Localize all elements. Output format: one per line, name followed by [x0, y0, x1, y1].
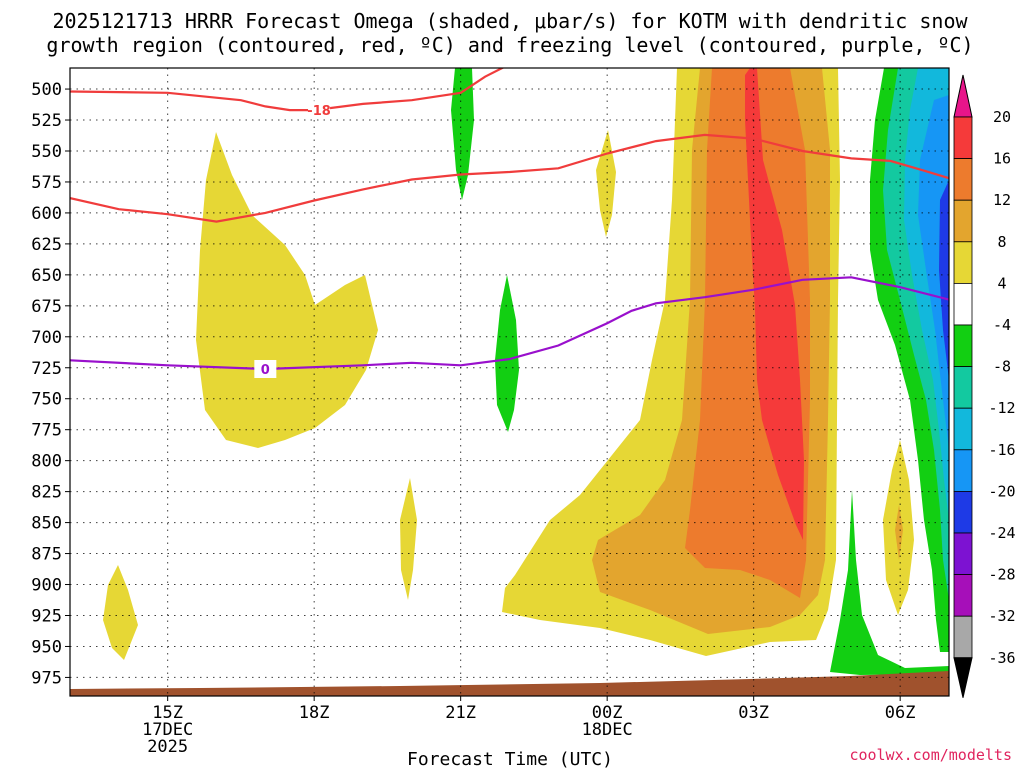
- surface-terrain: [70, 671, 949, 696]
- xtick-label-15Z: 15Z: [152, 703, 183, 723]
- ytick-label-700: 700: [31, 328, 62, 348]
- isoline-label-2: 0: [261, 363, 270, 378]
- colorbar-swatch-5: [953, 324, 973, 367]
- grid-lines: [70, 68, 949, 696]
- xtick-label-21Z: 21Z: [445, 703, 476, 723]
- colorbar-swatch-11: [953, 574, 973, 617]
- omega-colorbar: 20 16 12 8 4 -4 -8 -12 -16 -20 -24 -28 -32 -36: [953, 74, 1016, 698]
- xtick-label-2025: 2025: [147, 737, 188, 757]
- isoline-2: [70, 276, 949, 371]
- ytick-label-875: 875: [31, 545, 62, 565]
- isoline-1: [70, 133, 949, 223]
- xtick-label-06Z: 06Z: [885, 703, 916, 723]
- colorbar-swatch-12: [953, 615, 973, 659]
- colorbar-label-8: 8: [997, 233, 1006, 251]
- chart-title-line-1: 2025121713 HRRR Forecast Omega (shaded, …: [52, 9, 968, 33]
- ascent-small-20z: [400, 478, 417, 600]
- descent-dark-blue-edge: [939, 180, 949, 380]
- ytick-label-525: 525: [31, 111, 62, 131]
- ytick-label-750: 750: [31, 390, 62, 410]
- colorbar-label--24: -24: [988, 524, 1015, 542]
- ytick-label-625: 625: [31, 235, 62, 255]
- ytick-label-675: 675: [31, 297, 62, 317]
- isoline-label-bg-0: [308, 101, 331, 120]
- colorbar-label--4: -4: [993, 316, 1011, 334]
- colorbar-label-16: 16: [993, 150, 1011, 168]
- isotherm-contours: -18 0: [70, 68, 949, 378]
- xtick-label-18Z: 18Z: [299, 703, 330, 723]
- ytick-label-975: 975: [31, 668, 62, 688]
- ytick-label-500: 500: [31, 80, 62, 100]
- chart-title-line-2: growth region (contoured, red, ºC) and f…: [46, 33, 973, 57]
- ytick-label-950: 950: [31, 637, 62, 657]
- xtick-label-18DEC: 18DEC: [582, 720, 633, 740]
- xtick-label-17DEC: 17DEC: [142, 720, 193, 740]
- plot-area: -18 0: [69, 67, 950, 697]
- credit-link[interactable]: coolwx.com/modelts: [849, 746, 1012, 764]
- descent-blue-edge: [918, 95, 949, 450]
- ytick-label-575: 575: [31, 173, 62, 193]
- colorbar-label-20: 20: [993, 108, 1011, 126]
- x-axis-label: Forecast Time (UTC): [407, 749, 613, 768]
- xtick-label-03Z: 03Z: [738, 703, 769, 723]
- ytick-label-800: 800: [31, 452, 62, 472]
- colorbar-swatch-7: [953, 407, 973, 451]
- colorbar-swatch-2: [953, 199, 973, 243]
- ytick-label-925: 925: [31, 606, 62, 626]
- ascent-small-14z: [103, 565, 138, 660]
- colorbar-swatch-8: [953, 449, 973, 492]
- ytick-label-725: 725: [31, 359, 62, 379]
- descent-green-3: [830, 490, 949, 675]
- ytick-label-600: 600: [31, 204, 62, 224]
- colorbar-swatch-3: [953, 241, 973, 284]
- ytick-label-775: 775: [31, 421, 62, 441]
- isoline-label-0: -18: [307, 104, 331, 119]
- plot-frame: [69, 67, 950, 697]
- ytick-label-550: 550: [31, 142, 62, 162]
- pressure-axis: 500 525 550 575 600 625 650 675 700 725 750 775 800 8…: [31, 80, 70, 688]
- ytick-label-900: 900: [31, 576, 62, 596]
- ytick-label-650: 650: [31, 266, 62, 286]
- descent-green-2: [495, 275, 519, 432]
- colorbar-swatch-1: [953, 158, 973, 201]
- colorbar-swatch-6: [953, 366, 973, 409]
- ytick-label-825: 825: [31, 483, 62, 503]
- colorbar-label-4: 4: [997, 274, 1006, 292]
- colorbar-label--28: -28: [988, 566, 1015, 584]
- ytick-label-850: 850: [31, 514, 62, 534]
- ascent-small-06z-inner: [895, 505, 903, 560]
- xtick-label-00Z: 00Z: [592, 703, 623, 723]
- ascent-16-20: [745, 68, 804, 540]
- colorbar-under-triangle: [953, 657, 973, 698]
- colorbar-label-12: 12: [993, 191, 1011, 209]
- colorbar-label--36: -36: [988, 649, 1015, 667]
- colorbar-swatch-4: [953, 282, 973, 326]
- colorbar-label--16: -16: [988, 441, 1015, 459]
- colorbar-swatch-10: [953, 532, 973, 575]
- ascent-small-21z: [596, 130, 616, 237]
- colorbar-label--20: -20: [988, 482, 1015, 500]
- colorbar-swatch-0: [953, 116, 973, 159]
- colorbar-swatch-9: [953, 490, 973, 534]
- colorbar-label--32: -32: [988, 607, 1015, 625]
- colorbar-label--8: -8: [993, 358, 1011, 376]
- colorbar-over-triangle: [953, 74, 973, 118]
- colorbar-label--12: -12: [988, 399, 1015, 417]
- descent-green-1: [451, 68, 474, 200]
- isoline-label-bg-2: [254, 359, 277, 378]
